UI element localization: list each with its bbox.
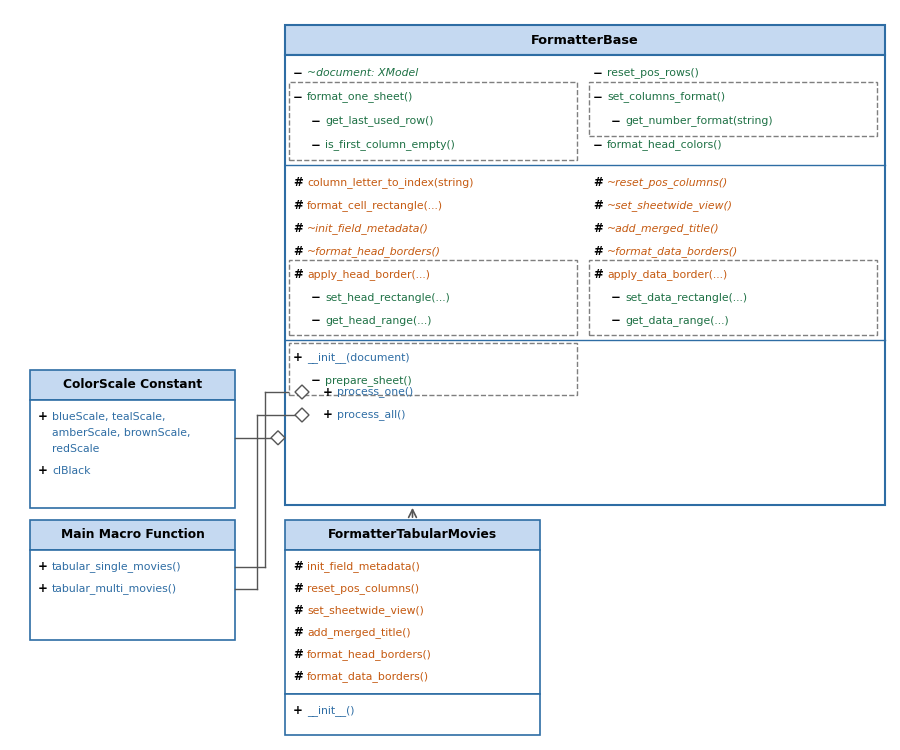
- Text: set_sheetwide_view(): set_sheetwide_view(): [307, 605, 424, 616]
- Bar: [289, 343, 577, 395]
- Text: +: +: [323, 409, 333, 422]
- Text: #: #: [293, 199, 302, 212]
- Text: #: #: [293, 560, 302, 574]
- Text: #: #: [593, 245, 603, 258]
- Text: amberScale, brownScale,: amberScale, brownScale,: [52, 428, 191, 438]
- Text: −: −: [293, 91, 303, 104]
- Text: add_merged_title(): add_merged_title(): [307, 628, 410, 638]
- Text: ~document: XModel: ~document: XModel: [307, 68, 418, 78]
- Text: get_head_range(...): get_head_range(...): [325, 315, 431, 326]
- Text: apply_head_border(...): apply_head_border(...): [307, 269, 430, 280]
- Text: format_cell_rectangle(...): format_cell_rectangle(...): [307, 200, 443, 211]
- Text: −: −: [311, 115, 321, 128]
- Text: ~set_sheetwide_view(): ~set_sheetwide_view(): [607, 200, 733, 211]
- Text: ~reset_pos_columns(): ~reset_pos_columns(): [607, 177, 728, 188]
- Text: get_number_format(string): get_number_format(string): [625, 116, 772, 127]
- Bar: [30, 550, 235, 640]
- Bar: [285, 550, 540, 694]
- Bar: [285, 694, 540, 735]
- Text: process_all(): process_all(): [337, 410, 406, 421]
- Text: #: #: [293, 222, 302, 235]
- Text: __init__(document): __init__(document): [307, 352, 410, 363]
- Text: redScale: redScale: [52, 444, 99, 454]
- Text: format_head_borders(): format_head_borders(): [307, 650, 432, 661]
- Bar: [30, 520, 235, 550]
- Text: #: #: [293, 245, 302, 258]
- Bar: [589, 260, 877, 335]
- Text: −: −: [311, 374, 321, 387]
- Bar: [30, 370, 235, 400]
- Text: tabular_single_movies(): tabular_single_movies(): [52, 562, 182, 572]
- Text: #: #: [293, 583, 302, 596]
- Text: __init__(): __init__(): [307, 706, 355, 716]
- Text: prepare_sheet(): prepare_sheet(): [325, 375, 412, 386]
- Text: get_data_range(...): get_data_range(...): [625, 315, 729, 326]
- Bar: [285, 520, 540, 550]
- Text: ~add_merged_title(): ~add_merged_title(): [607, 223, 720, 234]
- Text: #: #: [293, 670, 302, 683]
- Text: #: #: [593, 176, 603, 189]
- Text: clBlack: clBlack: [52, 466, 91, 476]
- Text: +: +: [293, 704, 303, 718]
- Text: −: −: [593, 91, 603, 104]
- Text: −: −: [293, 67, 303, 80]
- Text: −: −: [593, 139, 603, 152]
- Text: −: −: [611, 314, 621, 327]
- Text: #: #: [293, 268, 302, 281]
- Text: set_data_rectangle(...): set_data_rectangle(...): [625, 292, 747, 303]
- Text: init_field_metadata(): init_field_metadata(): [307, 562, 420, 572]
- Bar: [589, 82, 877, 136]
- Text: apply_data_border(...): apply_data_border(...): [607, 269, 727, 280]
- Text: −: −: [311, 314, 321, 327]
- Text: FormatterTabularMovies: FormatterTabularMovies: [328, 529, 497, 542]
- Text: −: −: [311, 139, 321, 152]
- Text: −: −: [611, 291, 621, 304]
- Polygon shape: [295, 408, 309, 422]
- Text: #: #: [593, 199, 603, 212]
- Text: Main Macro Function: Main Macro Function: [60, 529, 204, 542]
- Text: +: +: [38, 560, 48, 574]
- Text: ~init_field_metadata(): ~init_field_metadata(): [307, 223, 429, 234]
- Text: +: +: [293, 351, 303, 364]
- Text: ~format_data_borders(): ~format_data_borders(): [607, 246, 738, 257]
- Text: −: −: [311, 291, 321, 304]
- Text: #: #: [293, 176, 302, 189]
- Text: set_columns_format(): set_columns_format(): [607, 92, 725, 103]
- Text: ~format_head_borders(): ~format_head_borders(): [307, 246, 441, 257]
- Text: +: +: [38, 583, 48, 596]
- Text: #: #: [293, 604, 302, 617]
- Text: reset_pos_rows(): reset_pos_rows(): [607, 68, 699, 79]
- Text: column_letter_to_index(string): column_letter_to_index(string): [307, 177, 473, 188]
- Text: format_one_sheet(): format_one_sheet(): [307, 92, 413, 103]
- Bar: [285, 55, 885, 505]
- Text: reset_pos_columns(): reset_pos_columns(): [307, 584, 419, 595]
- Text: tabular_multi_movies(): tabular_multi_movies(): [52, 584, 177, 595]
- Text: set_head_rectangle(...): set_head_rectangle(...): [325, 292, 450, 303]
- Polygon shape: [295, 385, 309, 399]
- Bar: [289, 260, 577, 335]
- Text: +: +: [38, 410, 48, 424]
- Text: is_first_column_empty(): is_first_column_empty(): [325, 140, 454, 151]
- Polygon shape: [271, 430, 285, 445]
- Text: −: −: [611, 115, 621, 128]
- Text: +: +: [38, 464, 48, 478]
- Text: blueScale, tealScale,: blueScale, tealScale,: [52, 412, 166, 422]
- Bar: [30, 400, 235, 508]
- Bar: [285, 25, 885, 55]
- Text: process_one(): process_one(): [337, 386, 413, 398]
- Text: #: #: [293, 626, 302, 640]
- Text: −: −: [593, 67, 603, 80]
- Text: FormatterBase: FormatterBase: [531, 34, 639, 46]
- Text: ColorScale Constant: ColorScale Constant: [63, 379, 202, 392]
- Text: get_last_used_row(): get_last_used_row(): [325, 116, 434, 127]
- Text: format_data_borders(): format_data_borders(): [307, 671, 429, 682]
- Text: #: #: [293, 649, 302, 662]
- Text: #: #: [593, 268, 603, 281]
- Bar: [289, 82, 577, 160]
- Text: +: +: [323, 386, 333, 398]
- Text: #: #: [593, 222, 603, 235]
- Text: format_head_colors(): format_head_colors(): [607, 140, 723, 151]
